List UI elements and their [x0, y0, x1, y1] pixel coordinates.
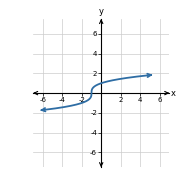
Text: y: y [99, 7, 104, 16]
Text: x: x [171, 89, 176, 98]
